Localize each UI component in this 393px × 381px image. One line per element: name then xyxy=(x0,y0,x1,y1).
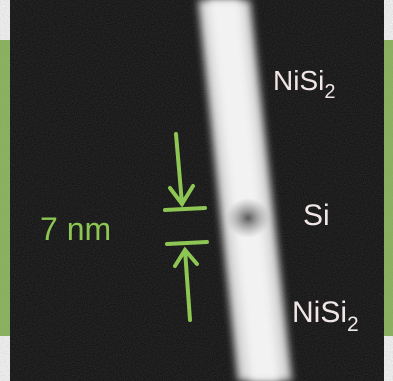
micrograph-figure: NiSi2 Si NiSi2 7 nm xyxy=(0,0,393,381)
label-subscript: 2 xyxy=(324,81,335,103)
scale-line-top xyxy=(165,208,205,210)
si-region xyxy=(226,198,270,238)
label-text: Si xyxy=(303,199,330,232)
label-text: NiSi xyxy=(292,296,347,329)
scale-line-bottom xyxy=(167,242,207,244)
label-middle: Si xyxy=(303,199,330,232)
scale-label: 7 nm xyxy=(40,211,111,247)
label-text: NiSi xyxy=(273,65,324,96)
label-subscript: 2 xyxy=(347,313,359,336)
